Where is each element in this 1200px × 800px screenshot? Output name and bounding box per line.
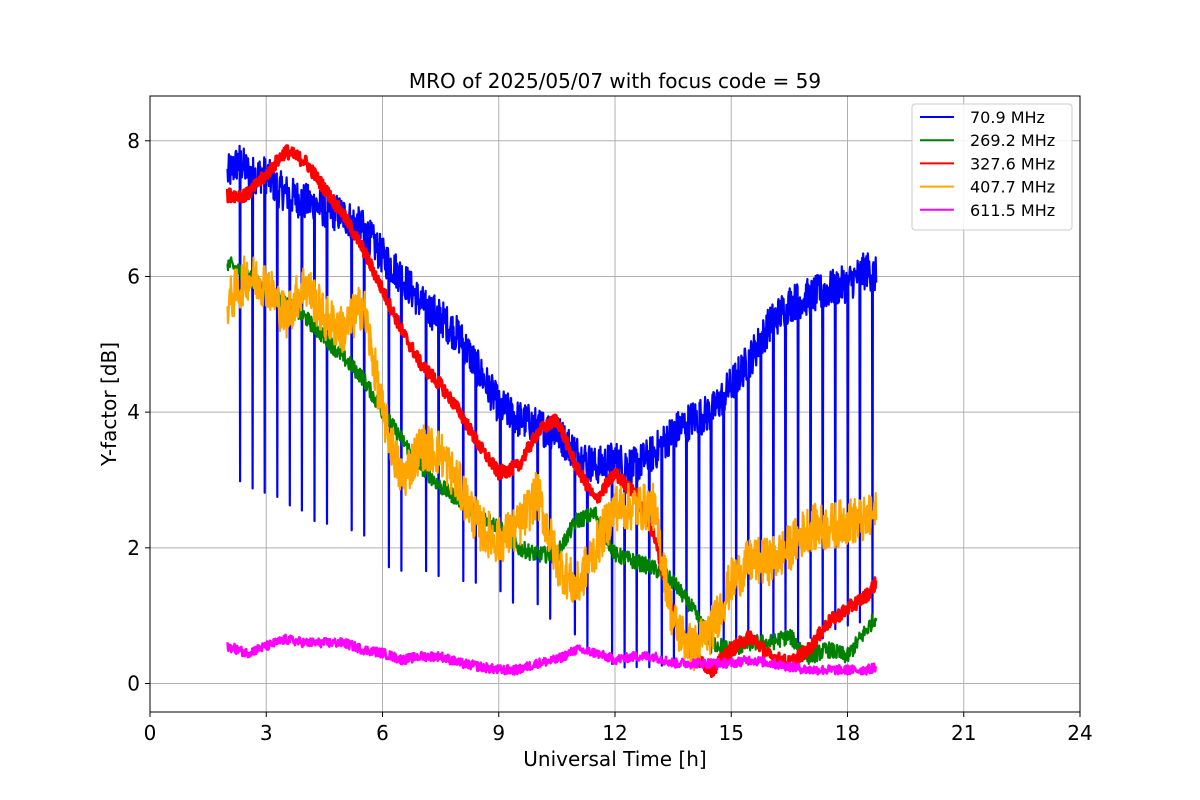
chart-title: MRO of 2025/05/07 with focus code = 59 (409, 69, 821, 93)
plot-area (225, 144, 878, 678)
x-axis-label: Universal Time [h] (523, 747, 706, 771)
x-tick-label: 18 (835, 721, 860, 745)
x-tick-label: 15 (719, 721, 744, 745)
x-tick-label: 12 (602, 721, 627, 745)
y-tick-label: 0 (127, 672, 140, 696)
legend-label: 269.2 MHz (970, 131, 1055, 150)
legend-label: 611.5 MHz (970, 201, 1055, 220)
legend-label: 70.9 MHz (970, 108, 1045, 127)
y-axis: 0 2 4 6 8 (127, 129, 150, 696)
x-tick-label: 0 (144, 721, 157, 745)
x-tick-label: 24 (1067, 721, 1092, 745)
x-tick-label: 9 (492, 721, 505, 745)
series-line-327_6-mhz (225, 144, 878, 678)
y-tick-label: 8 (127, 129, 140, 153)
legend-label: 407.7 MHz (970, 178, 1055, 197)
y-tick-label: 4 (127, 400, 140, 424)
series-line-407_7-mhz (226, 255, 878, 672)
x-tick-label: 3 (260, 721, 273, 745)
legend-label: 327.6 MHz (970, 154, 1055, 173)
series-line-611_5-mhz (226, 633, 878, 676)
x-tick-label: 21 (951, 721, 976, 745)
y-axis-label: Y-factor [dB] (97, 342, 121, 467)
y-tick-label: 2 (127, 536, 140, 560)
legend-box (911, 103, 1073, 231)
legend: 70.9 MHz 269.2 MHz 327.6 MHz 407.7 MHz 611.5… (911, 103, 1073, 231)
x-axis: 0 3 6 9 12 15 18 21 24 (144, 712, 1093, 745)
y-tick-label: 6 (127, 264, 140, 288)
x-tick-label: 6 (376, 721, 389, 745)
